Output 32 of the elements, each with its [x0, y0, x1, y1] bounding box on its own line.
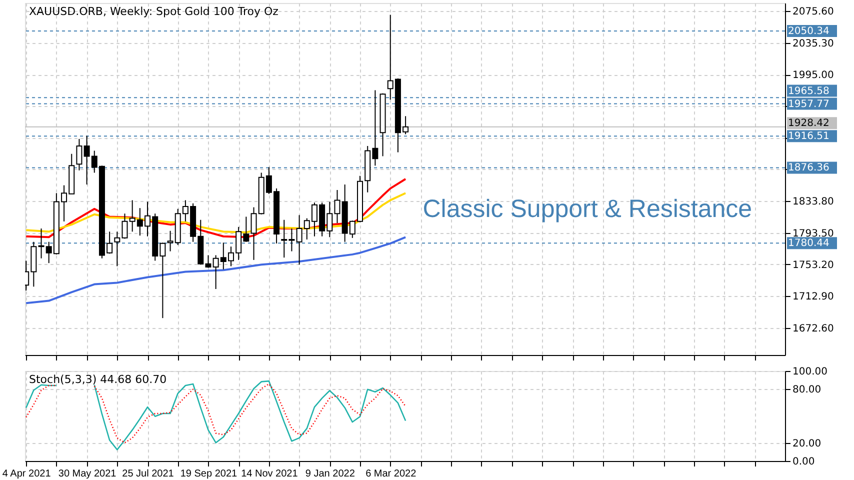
y-tick-label: 20.00	[792, 438, 822, 450]
y-tick-label: 2075.60	[792, 6, 834, 18]
ref-line-label: 1957.77	[788, 98, 830, 110]
y-tick-label: 1712.90	[792, 292, 834, 303]
candlestick	[76, 138, 82, 171]
ref-line-label: 1876.36	[788, 162, 830, 174]
x-tick-label: 4 Apr 2021	[2, 468, 52, 480]
y-tick-label: 1753.20	[792, 260, 834, 271]
line-series	[25, 192, 407, 234]
ref-line-label: 2050.34	[788, 26, 830, 38]
x-tick-label: 25 Jul 2021	[122, 468, 174, 480]
y-tick-label: 0.00	[792, 456, 815, 468]
annotation: Classic Support & Resistance	[422, 194, 752, 223]
y-tick-label: 1793.50	[792, 228, 834, 240]
chart-title: XAUUSD.ORB, Weekly: Spot Gold 100 Troy Oz	[29, 5, 279, 18]
x-tick-label: 9 Jan 2022	[305, 468, 356, 480]
x-tick-label: 6 Mar 2022	[366, 468, 417, 480]
line-series	[25, 236, 407, 304]
x-tick-label: 14 Nov 2021	[241, 468, 298, 480]
ref-line-label: 1780.44	[788, 238, 830, 250]
y-tick-label: 80.00	[792, 384, 822, 396]
y-tick-label: 1995.00	[792, 70, 834, 81]
x-tick-label: 30 May 2021	[58, 468, 117, 480]
ref-line-label: 1916.51	[788, 131, 830, 142]
y-tick-label: 1672.60	[792, 323, 834, 334]
y-tick-label: 100.00	[792, 366, 828, 378]
ref-line-label: 1928.42	[788, 118, 830, 130]
x-tick-label: 19 Sep 2021	[180, 468, 238, 480]
ref-line-label: 1965.58	[788, 86, 830, 97]
y-tick-label: 2035.30	[792, 38, 834, 50]
y-tick-label: 1833.80	[792, 196, 834, 208]
chart-title: Stoch(5,3,3) 44.68 60.70	[29, 373, 167, 386]
